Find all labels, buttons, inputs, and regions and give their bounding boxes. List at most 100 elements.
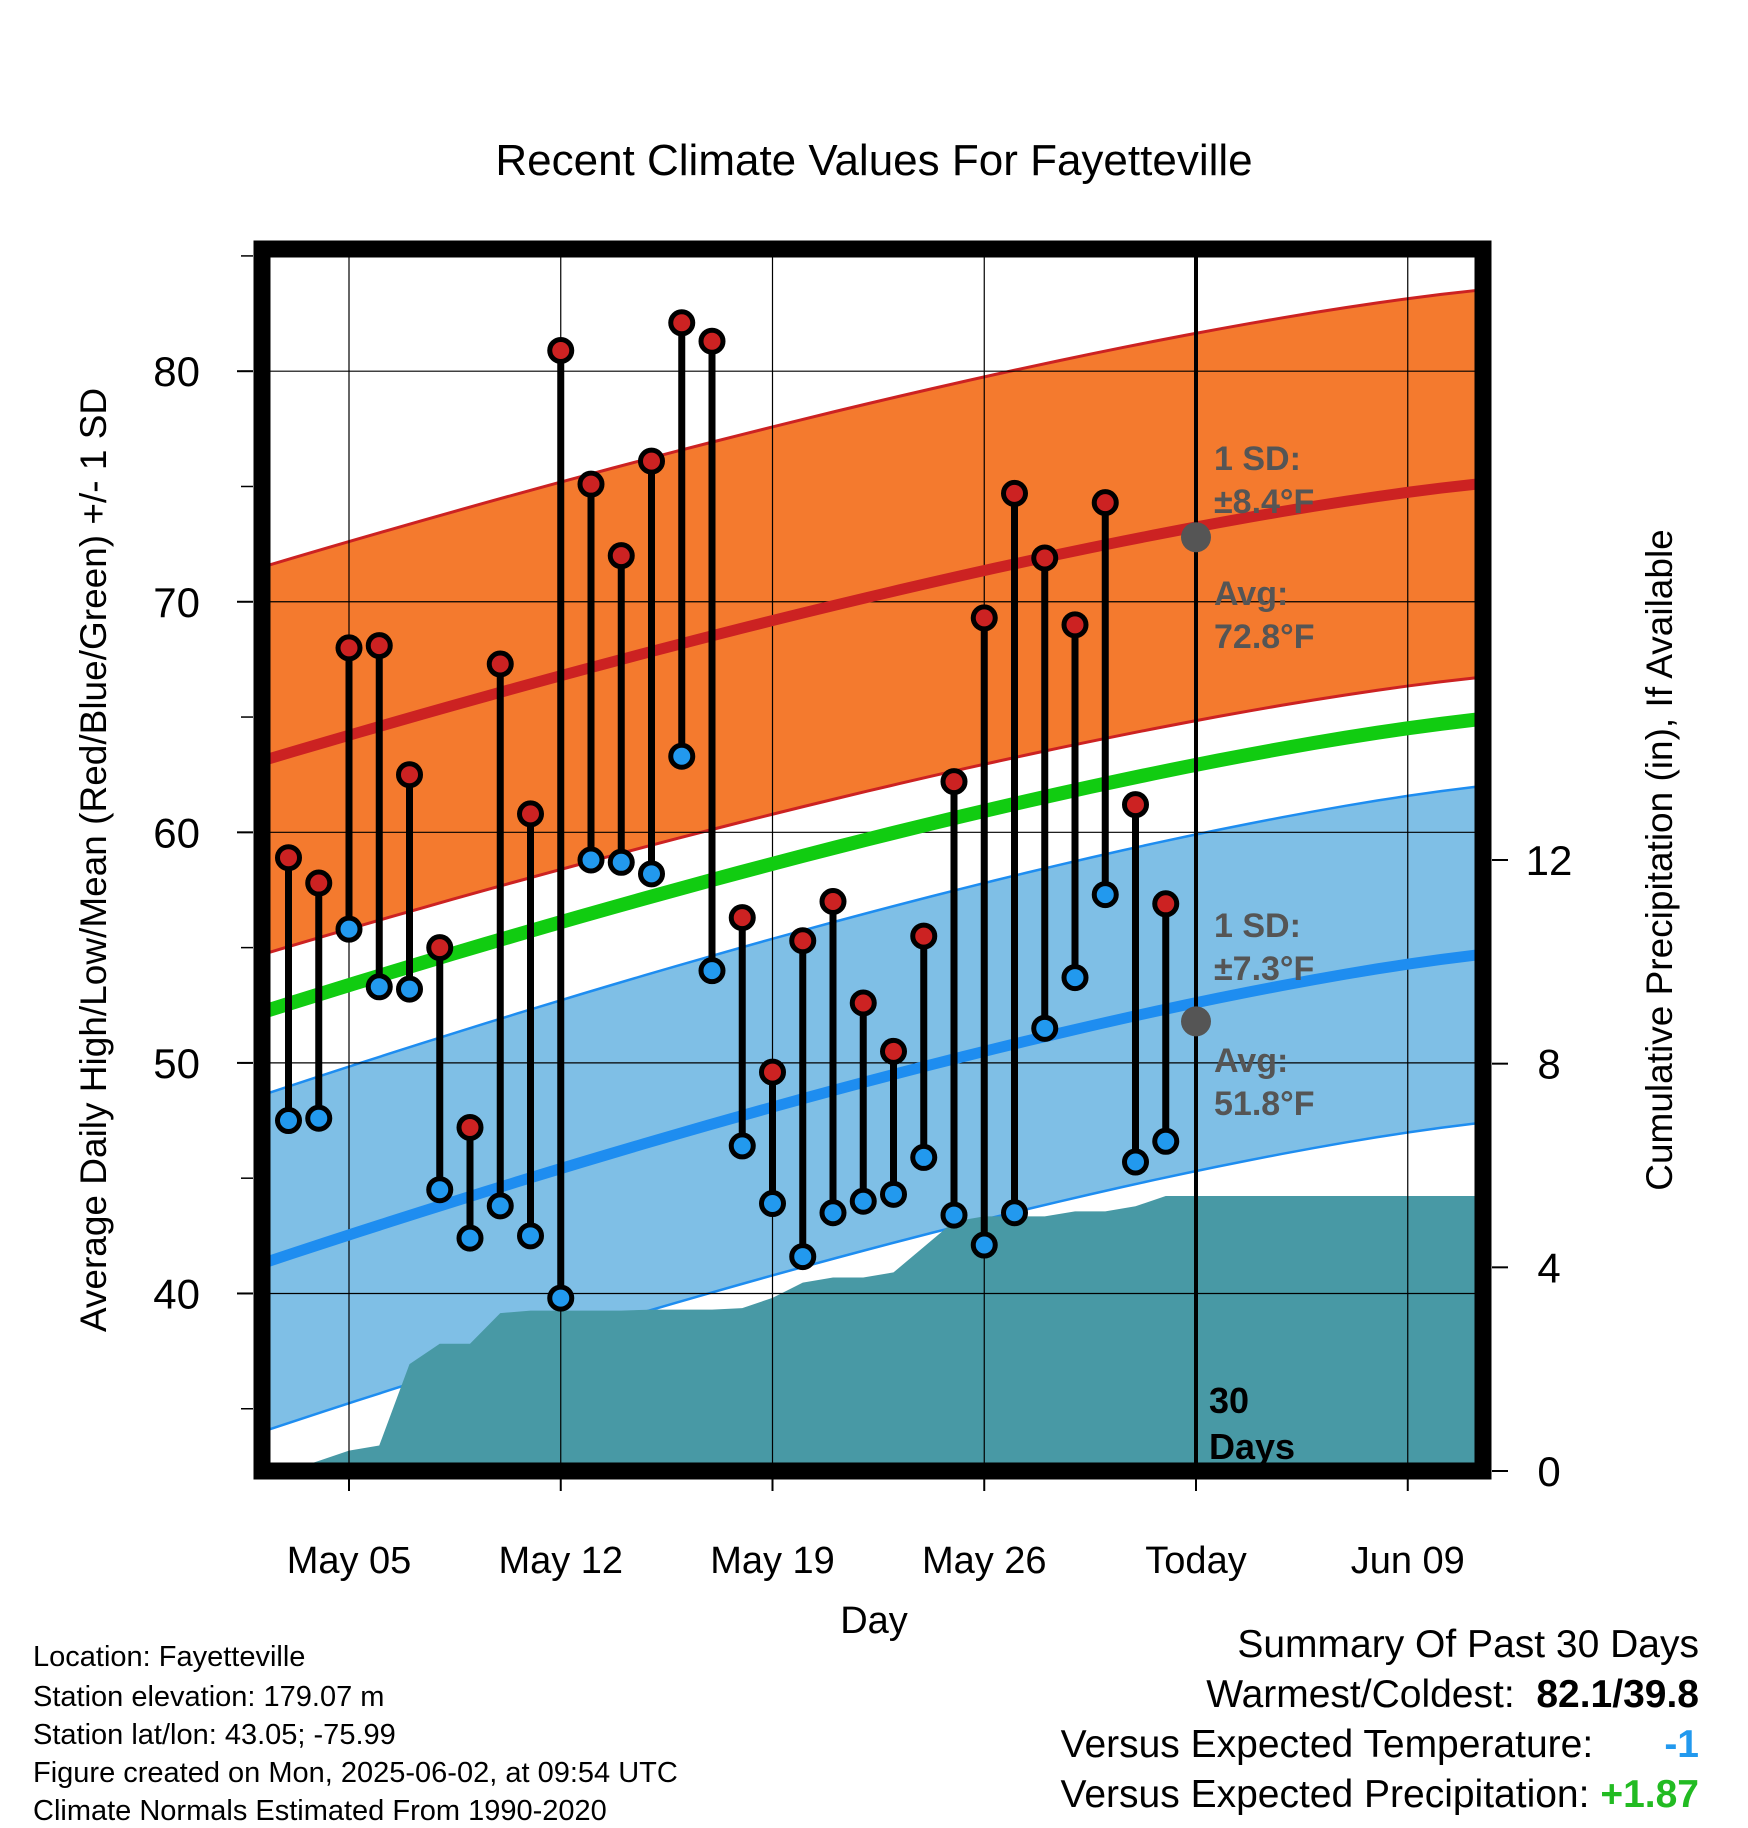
period-number: 30	[1209, 1380, 1249, 1421]
daily-high-point	[396, 761, 423, 789]
low-avg-line	[262, 948, 1483, 1269]
daily-low-point	[547, 1284, 575, 1312]
daily-low-point	[486, 1192, 514, 1220]
x-tick-label: May 05	[287, 1540, 412, 1582]
daily-high-point	[789, 927, 817, 955]
chart-title: Recent Climate Values For Fayetteville	[495, 136, 1252, 185]
daily-low-point	[668, 742, 696, 770]
y2-tick-label: 8	[1537, 1041, 1560, 1088]
plot-frame	[253, 240, 1492, 1480]
daily-low-point	[426, 1176, 454, 1204]
daily-low-point	[335, 915, 363, 943]
mean-avg-line	[262, 711, 1483, 1019]
high-sd-value: ±8.4°F	[1214, 483, 1314, 521]
daily-low-point	[698, 957, 726, 985]
elevation-text: Station elevation: 179.07 m	[33, 1681, 385, 1713]
daily-low-point	[456, 1224, 484, 1252]
daily-low-point	[849, 1187, 877, 1215]
daily-low-point	[789, 1243, 817, 1271]
summary-title: Summary Of Past 30 Days	[1237, 1623, 1699, 1666]
x-tick-label: Today	[1145, 1540, 1246, 1582]
daily-high-point	[1031, 544, 1059, 572]
y2-axis-label: Cumulative Precipitation (in), If Availa…	[1639, 529, 1680, 1191]
daily-high-point	[728, 904, 756, 932]
high-avg-line	[262, 478, 1483, 767]
daily-high-point	[940, 768, 968, 796]
created-text: Figure created on Mon, 2025-06-02, at 09…	[33, 1757, 678, 1789]
high-avg-value: 72.8°F	[1214, 618, 1315, 656]
today-low-avg-marker	[1181, 1006, 1211, 1037]
daily-low-point	[396, 975, 423, 1003]
y-axis-label: Average Daily High/Low/Mean (Red/Blue/Gr…	[73, 388, 114, 1332]
high-band-upper-edge	[262, 288, 1483, 569]
daily-high-point	[698, 327, 726, 355]
y-tick-label: 50	[153, 1040, 200, 1087]
daily-low-point	[365, 973, 393, 1001]
daily-low-point	[1091, 881, 1119, 909]
daily-low-point	[517, 1222, 544, 1250]
daily-high-point	[486, 650, 514, 678]
daily-low-point	[1061, 964, 1089, 992]
low-sd-band	[262, 786, 1483, 1432]
daily-high-point	[1001, 479, 1028, 507]
daily-high-point	[607, 542, 635, 570]
daily-low-point	[275, 1107, 302, 1135]
daily-low-point	[577, 846, 605, 874]
summary-temp: Versus Expected Temperature: -1	[1061, 1725, 1699, 1764]
temp-value: -1	[1664, 1723, 1699, 1766]
high-band-lower-edge	[262, 675, 1483, 956]
y-tick-label: 70	[153, 579, 200, 626]
daily-high-point	[759, 1058, 786, 1086]
daily-low-point	[970, 1231, 998, 1259]
today-high-avg-marker	[1181, 522, 1211, 553]
y-tick-label: 60	[153, 809, 200, 856]
daily-high-point	[426, 934, 454, 962]
daily-low-point	[305, 1104, 333, 1132]
warm-cold-label: Warmest/Coldest:	[1206, 1673, 1515, 1716]
plot-area: 1 SD: ±8.4°F Avg: 72.8°F 1 SD: ±7.3°F Avg: 51.8…	[262, 249, 1483, 1471]
daily-high-point	[1152, 890, 1180, 918]
period-unit: Days	[1209, 1426, 1295, 1467]
daily-low-point	[728, 1132, 756, 1160]
y2-tick-label: 12	[1526, 837, 1573, 884]
x-tick-label: Jun 09	[1351, 1540, 1465, 1582]
summary-warm-cold: Warmest/Coldest: 82.1/39.8	[1206, 1675, 1699, 1714]
high-avg-label: Avg:	[1214, 575, 1288, 613]
daily-high-point	[668, 309, 696, 337]
daily-high-point	[275, 844, 302, 872]
y2-tick-label: 4	[1537, 1244, 1560, 1291]
daily-low-point	[1031, 1014, 1059, 1042]
normals-note: Climate Normals Estimated From 1990-2020	[33, 1795, 607, 1827]
low-band-upper-edge	[262, 784, 1483, 1097]
daily-high-point	[335, 634, 363, 662]
daily-high-point	[910, 922, 938, 950]
low-sd-value: ±7.3°F	[1214, 950, 1314, 988]
y-tick-label: 40	[153, 1270, 200, 1317]
location-text: Location: Fayetteville	[33, 1641, 306, 1673]
daily-high-point	[456, 1113, 484, 1141]
daily-low-point	[638, 860, 665, 888]
low-avg-value: 51.8°F	[1214, 1085, 1315, 1123]
daily-high-point	[1091, 489, 1119, 517]
y-tick-label: 80	[153, 348, 200, 395]
daily-low-point	[1122, 1148, 1149, 1176]
daily-low-point	[1152, 1127, 1180, 1155]
daily-low-point	[759, 1190, 786, 1218]
daily-high-point	[970, 604, 998, 632]
latlon-text: Station lat/lon: 43.05; -75.99	[33, 1719, 396, 1751]
daily-high-point	[1061, 611, 1089, 639]
daily-high-point	[517, 800, 544, 828]
daily-low-point	[607, 848, 635, 876]
daily-high-point	[365, 632, 393, 660]
high-sd-band	[262, 289, 1483, 955]
daily-high-point	[547, 336, 575, 364]
daily-high-point	[305, 869, 333, 897]
x-tick-label: May 12	[498, 1540, 623, 1582]
y2-tick-label: 0	[1537, 1448, 1560, 1495]
daily-high-point	[819, 888, 847, 916]
low-sd-label: 1 SD:	[1214, 907, 1301, 945]
daily-low-point	[880, 1180, 907, 1208]
precipitation-area	[288, 1196, 1483, 1471]
precip-value: +1.87	[1600, 1773, 1699, 1816]
